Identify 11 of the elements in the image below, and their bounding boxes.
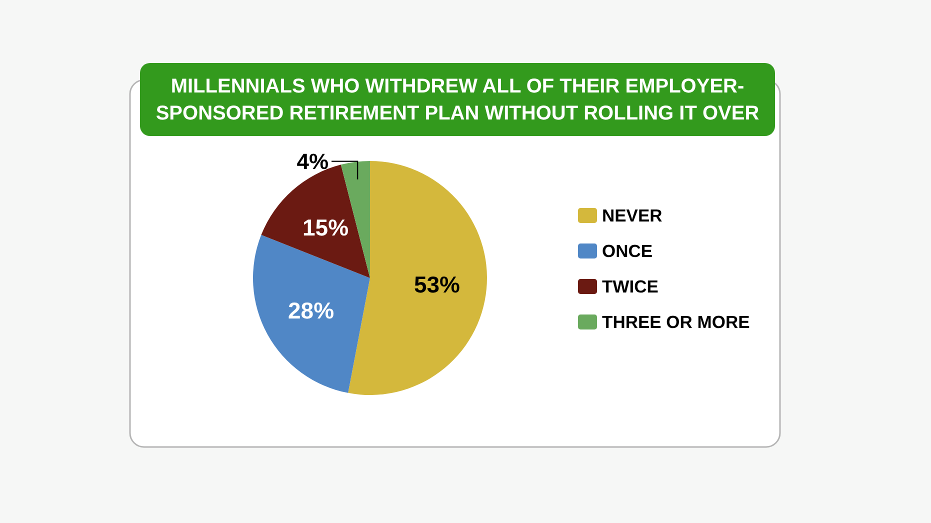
- data-label: 4%: [296, 149, 329, 174]
- pie-slice: [348, 161, 487, 395]
- data-label: 28%: [288, 297, 334, 324]
- data-label: 53%: [414, 271, 460, 298]
- legend-label: THREE OR MORE: [602, 312, 750, 332]
- legend-label: ONCE: [602, 240, 653, 261]
- chart-title: MILLENNIALS WHO WITHDREW ALL OF THEIR EMPLOYER-SPONSORED RETIREMENT PLAN WITHOUT ROLLING IT OVER: [156, 76, 760, 125]
- data-label: 15%: [302, 214, 349, 241]
- legend-label: NEVER: [602, 205, 663, 226]
- pie-slice: [253, 234, 370, 393]
- legend-label: TWICE: [602, 276, 658, 296]
